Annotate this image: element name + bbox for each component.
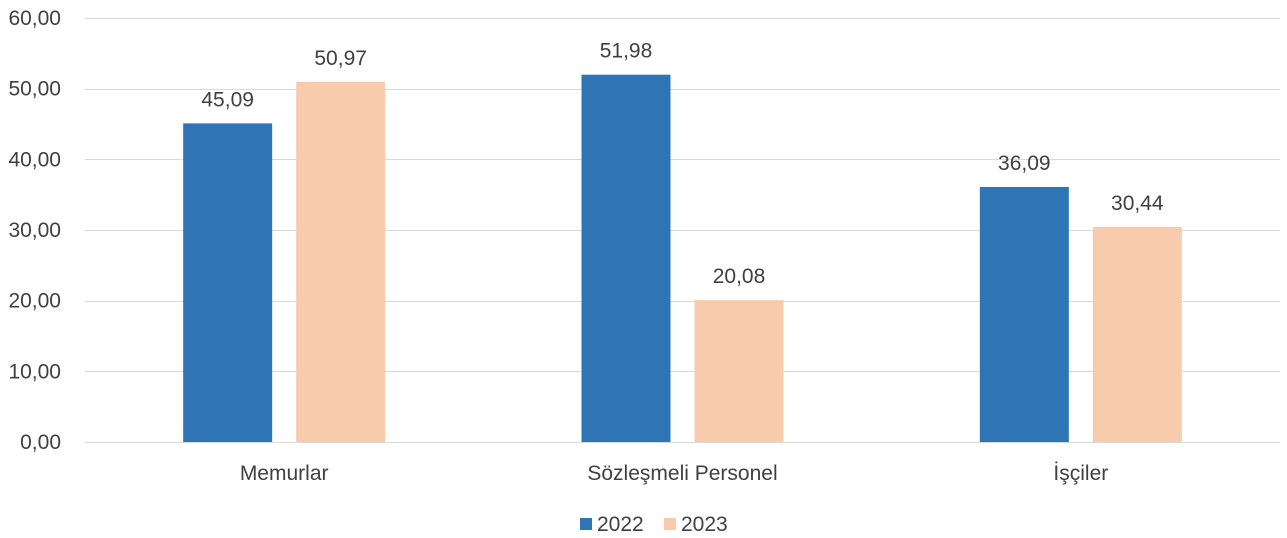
data-label: 36,09 <box>998 152 1051 175</box>
data-label: 20,08 <box>713 265 766 288</box>
legend: 2022 2023 <box>580 513 728 536</box>
data-label: 51,98 <box>600 40 653 63</box>
y-tick-label: 30,00 <box>8 219 61 242</box>
bar-2022-2 <box>979 186 1069 442</box>
y-tick-label: 10,00 <box>8 360 61 383</box>
category-label: İşçiler <box>1053 462 1108 485</box>
bar-2023-0 <box>296 81 386 442</box>
y-axis-tick-labels: 0,00 10,00 20,00 30,00 40,00 50,00 60,00 <box>8 7 61 454</box>
y-tick-label: 50,00 <box>8 78 61 101</box>
gridlines <box>85 18 1280 443</box>
bar-2022-0 <box>183 123 273 442</box>
legend-swatch <box>664 518 676 530</box>
bar-2023-2 <box>1092 226 1182 442</box>
data-label: 30,44 <box>1111 192 1164 215</box>
x-axis-category-labels: Memurlar Sözleşmeli Personel İşçiler <box>240 462 1108 485</box>
y-tick-label: 0,00 <box>20 431 61 454</box>
category-label: Sözleşmeli Personel <box>587 462 777 485</box>
bars <box>183 74 1182 442</box>
data-labels: 45,09 50,97 51,98 20,08 36,09 30,44 <box>201 40 1164 288</box>
legend-label: 2022 <box>597 513 644 536</box>
data-label: 45,09 <box>201 88 254 111</box>
bar-2023-1 <box>694 300 784 442</box>
y-tick-label: 20,00 <box>8 290 61 313</box>
legend-label: 2023 <box>681 513 728 536</box>
data-label: 50,97 <box>314 47 367 70</box>
bar-2022-1 <box>581 74 671 442</box>
legend-swatch <box>580 518 592 530</box>
y-tick-label: 60,00 <box>8 7 61 30</box>
y-tick-label: 40,00 <box>8 148 61 171</box>
category-label: Memurlar <box>240 462 329 485</box>
